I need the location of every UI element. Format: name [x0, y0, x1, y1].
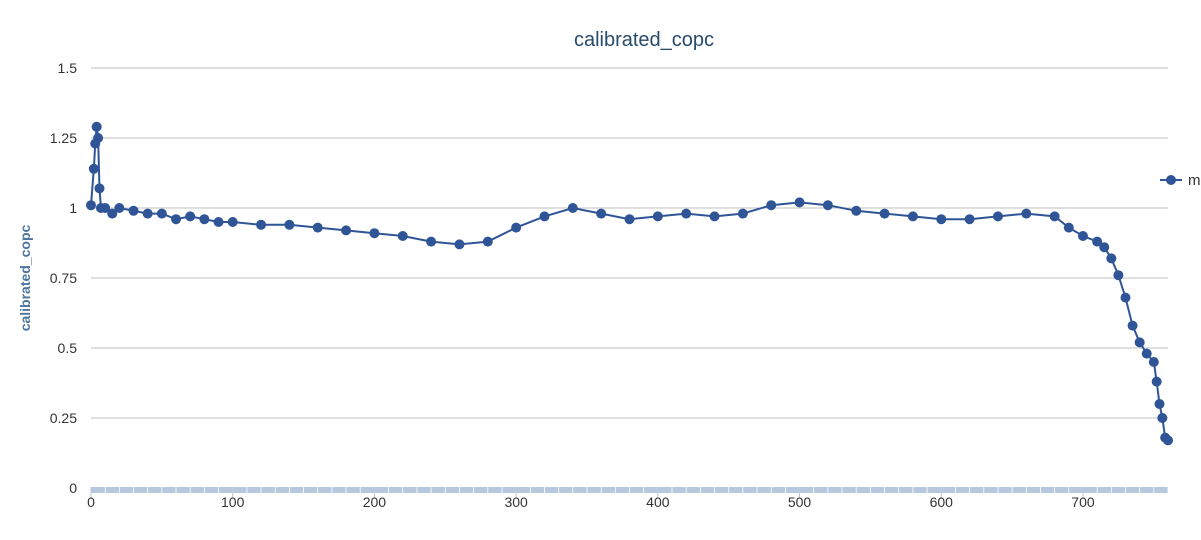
data-point[interactable] [86, 200, 96, 211]
data-point[interactable] [1049, 211, 1060, 222]
data-point[interactable] [454, 239, 465, 250]
data-point[interactable] [737, 208, 748, 219]
x-tick-label: 300 [504, 494, 528, 510]
data-point[interactable] [596, 208, 607, 219]
data-point[interactable] [397, 231, 408, 241]
data-point[interactable] [1141, 348, 1152, 359]
data-point[interactable] [1092, 236, 1103, 247]
data-point[interactable] [1154, 399, 1165, 409]
x-tick-label: 100 [221, 494, 245, 510]
x-axis: 0 100 200 300 400 500 600 700 [87, 487, 1169, 510]
x-tick-label: 200 [363, 494, 387, 510]
data-point[interactable] [794, 197, 805, 208]
data-point[interactable] [213, 217, 224, 227]
data-point[interactable] [652, 211, 663, 222]
data-point[interactable] [624, 214, 635, 225]
y-tick-label: 0.5 [58, 340, 78, 356]
data-point[interactable] [107, 208, 118, 219]
data-point[interactable] [511, 222, 522, 233]
legend-label: m [1188, 172, 1201, 189]
data-point[interactable] [114, 203, 125, 213]
data-point[interactable] [256, 219, 267, 230]
y-axis-title: calibrated_copc [17, 224, 33, 331]
data-point[interactable] [142, 208, 153, 219]
data-point[interactable] [709, 211, 720, 222]
data-point[interactable] [766, 200, 777, 211]
data-point[interactable] [1113, 270, 1124, 281]
data-point[interactable] [1063, 222, 1074, 233]
data-point[interactable] [312, 222, 323, 233]
data-point[interactable] [851, 205, 862, 216]
y-tick-label: 1 [69, 200, 77, 216]
data-point[interactable] [1120, 292, 1131, 303]
data-point[interactable] [879, 208, 890, 219]
data-point[interactable] [91, 121, 102, 132]
plot-area [86, 121, 1173, 446]
series-line [90, 126, 1169, 442]
grid [91, 67, 1168, 419]
data-point[interactable] [227, 217, 238, 227]
data-point[interactable] [199, 214, 210, 225]
x-tick-label: 500 [788, 494, 812, 510]
data-point[interactable] [1077, 231, 1088, 241]
y-tick-label: 1.5 [58, 60, 78, 76]
y-axis: 0 0.25 0.5 0.75 1 1.25 1.5 [50, 60, 77, 496]
data-point[interactable] [88, 163, 99, 174]
data-point[interactable] [1127, 320, 1138, 331]
y-tick-label: 0 [69, 480, 77, 496]
data-point[interactable] [341, 225, 352, 236]
data-point[interactable] [539, 211, 550, 222]
data-point[interactable] [964, 214, 975, 225]
data-point[interactable] [1021, 208, 1032, 219]
legend-marker-icon [1166, 175, 1176, 185]
data-point[interactable] [156, 208, 167, 219]
data-point[interactable] [1151, 376, 1162, 387]
data-point[interactable] [1148, 357, 1159, 367]
data-point[interactable] [100, 203, 111, 213]
y-tick-label: 0.25 [50, 410, 77, 426]
chart-title: calibrated_copc [574, 29, 714, 51]
x-tick-label: 0 [87, 494, 95, 510]
data-point[interactable] [185, 211, 196, 222]
data-point[interactable] [1099, 242, 1110, 253]
data-point[interactable] [822, 200, 833, 211]
y-tick-label: 0.75 [50, 270, 77, 286]
data-point[interactable] [128, 205, 139, 216]
data-point[interactable] [369, 228, 380, 239]
x-tick-label: 400 [646, 494, 670, 510]
data-point[interactable] [482, 236, 493, 247]
data-point[interactable] [681, 208, 692, 219]
data-point[interactable] [426, 236, 437, 247]
legend[interactable]: m [1160, 172, 1201, 189]
x-tick-label: 700 [1071, 494, 1095, 510]
data-point[interactable] [567, 203, 578, 213]
data-point[interactable] [94, 183, 105, 194]
data-point[interactable] [93, 133, 104, 143]
x-tick-label: 600 [930, 494, 954, 510]
data-point[interactable] [171, 214, 182, 225]
data-point[interactable] [1163, 435, 1173, 446]
data-point[interactable] [1157, 413, 1168, 423]
data-point[interactable] [936, 214, 947, 225]
data-point[interactable] [992, 211, 1003, 222]
data-point[interactable] [1106, 253, 1117, 264]
data-point[interactable] [1134, 337, 1145, 348]
data-point[interactable] [907, 211, 918, 222]
y-tick-label: 1.25 [50, 130, 77, 146]
data-point[interactable] [284, 219, 295, 230]
